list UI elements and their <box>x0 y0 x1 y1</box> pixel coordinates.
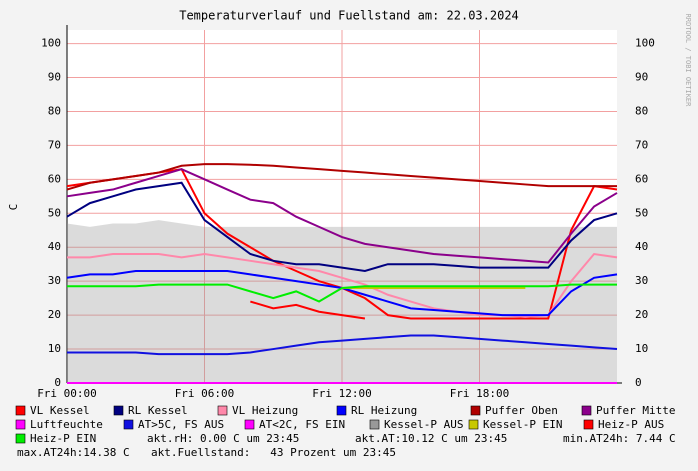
y-tick-label: 90 <box>48 71 61 84</box>
x-tick-label: Fri 12:00 <box>312 387 372 400</box>
status-text: max.AT24h:14.38 C <box>17 446 130 459</box>
legend-swatch <box>583 419 594 430</box>
series-line <box>67 334 618 356</box>
status-text: akt.rH: 0.00 C um 23:45 <box>147 432 299 445</box>
legend-label: Puffer Oben <box>485 404 558 417</box>
legend-swatch <box>336 405 347 416</box>
y-tick-label-right: 60 <box>635 172 648 185</box>
legend-label: Heiz-P EIN <box>30 432 96 445</box>
legend-label: Luftfeuchte <box>30 418 103 431</box>
y-tick-label-right: 40 <box>635 240 648 253</box>
y-tick-label: 100 <box>41 37 61 50</box>
y-tick-label: 0 <box>54 376 61 389</box>
x-tick-label: Fri 06:00 <box>175 387 235 400</box>
legend-swatch <box>468 419 479 430</box>
series-line <box>67 252 618 318</box>
y-tick-label: 40 <box>48 240 61 253</box>
status-text: akt.Fuellstand: 43 Prozent um 23:45 <box>151 446 396 459</box>
status-text: min.AT24h: 7.44 C <box>563 432 676 445</box>
status-text: akt.AT:10.12 C um 23:45 <box>355 432 507 445</box>
series-line <box>67 283 617 303</box>
legend-swatch <box>244 419 255 430</box>
y-tick-label: 10 <box>48 342 61 355</box>
x-tick-label: Fri 00:00 <box>37 387 97 400</box>
legend-swatch <box>581 405 592 416</box>
y-tick-label-right: 80 <box>635 104 648 117</box>
series-line <box>250 300 366 320</box>
legend-label: Kessel-P AUS <box>384 418 463 431</box>
legend-label: AT<2C, FS EIN <box>259 418 345 431</box>
y-tick-label-right: 50 <box>635 206 648 219</box>
legend-label: RL Kessel <box>128 404 188 417</box>
y-tick-label-right: 20 <box>635 308 648 321</box>
series-line <box>66 168 618 264</box>
legend-label: Kessel-P EIN <box>483 418 562 431</box>
legend-label: AT>5C, FS AUS <box>138 418 224 431</box>
y-tick-label-right: 90 <box>635 71 648 84</box>
chart-title: Temperaturverlauf und Fuellstand am: 22.… <box>179 9 519 23</box>
y-tick-label: 50 <box>48 206 61 219</box>
y-tick-label: 70 <box>48 138 61 151</box>
area <box>67 220 617 383</box>
legend-swatch <box>217 405 228 416</box>
series-line <box>66 163 617 191</box>
y-tick-label-right: 30 <box>635 274 648 287</box>
y-tick-label: 20 <box>48 308 61 321</box>
y-tick-label: 30 <box>48 274 61 287</box>
legend-swatch <box>15 405 26 416</box>
legend-swatch <box>113 405 124 416</box>
legend-label: VL Kessel <box>30 404 90 417</box>
legend-label: Puffer Mitte <box>596 404 675 417</box>
legend-swatch <box>15 433 26 444</box>
legend-swatch <box>369 419 380 430</box>
y-axis-label: C <box>7 204 20 211</box>
legend-label: RL Heizung <box>351 404 417 417</box>
y-tick-label-right: 100 <box>635 37 655 50</box>
y-tick-label-right: 10 <box>635 342 648 355</box>
y-tick-label: 60 <box>48 172 61 185</box>
series-line <box>66 181 618 273</box>
legend-swatch <box>123 419 134 430</box>
legend-label: VL Heizung <box>232 404 298 417</box>
legend-swatch <box>470 405 481 416</box>
y-tick-label-right: 70 <box>635 138 648 151</box>
watermark: RRDTOOL / TOBI OETIKER <box>684 14 692 108</box>
legend-label: Heiz-P AUS <box>598 418 664 431</box>
y-tick-label: 80 <box>48 104 61 117</box>
legend-swatch <box>15 419 26 430</box>
x-tick-label: Fri 18:00 <box>450 387 510 400</box>
y-tick-label-right: 0 <box>635 376 642 389</box>
